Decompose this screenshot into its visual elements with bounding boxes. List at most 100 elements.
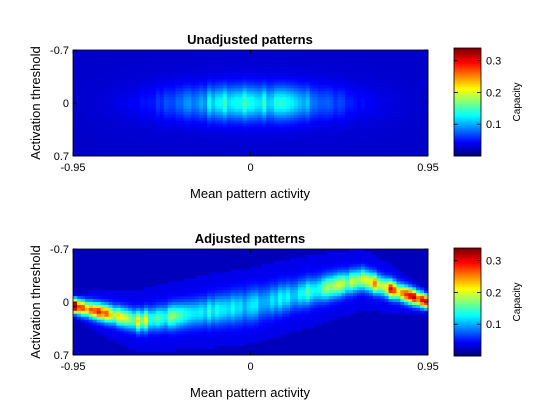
- heatmap-cell: [159, 52, 165, 57]
- heatmap-cell: [301, 50, 307, 54]
- heatmap-cell: [353, 85, 358, 89]
- heatmap-cell: [211, 337, 216, 341]
- heatmap-cell: [132, 55, 137, 60]
- heatmap-cell: [230, 299, 236, 303]
- heatmap-cell: [151, 343, 157, 347]
- heatmap-cell: [92, 349, 98, 353]
- heatmap-cell: [309, 114, 315, 119]
- heatmap-cell: [84, 114, 90, 119]
- heatmap-cell: [262, 82, 267, 86]
- heatmap-cell: [349, 64, 354, 69]
- heatmap-cell: [175, 290, 180, 294]
- heatmap-cell: [140, 322, 145, 326]
- heatmap-cell: [104, 307, 109, 312]
- colorbar-segment: [454, 75, 481, 78]
- heatmap-cell: [159, 281, 165, 285]
- heatmap-cell: [159, 322, 165, 326]
- heatmap-cell: [211, 302, 216, 306]
- heatmap-cell: [76, 85, 82, 89]
- heatmap-cell: [108, 269, 113, 273]
- heatmap-cell: [96, 108, 102, 113]
- heatmap-cell: [116, 117, 121, 122]
- heatmap-cell: [222, 88, 228, 92]
- heatmap-cell: [104, 79, 109, 83]
- heatmap-cell: [372, 100, 378, 104]
- heatmap-cell: [187, 284, 192, 288]
- heatmap-cell: [341, 50, 346, 54]
- heatmap-cell: [325, 132, 330, 136]
- heatmap-cell: [104, 352, 109, 356]
- heatmap-cell: [195, 337, 200, 341]
- heatmap-cell: [242, 85, 247, 89]
- heatmap-cell: [100, 50, 105, 54]
- heatmap-cell: [100, 153, 105, 157]
- heatmap-cell: [159, 310, 165, 315]
- heatmap-cell: [278, 91, 283, 95]
- heatmap-cell: [325, 58, 330, 63]
- heatmap-cell: [286, 153, 291, 157]
- heatmap-cell: [167, 144, 173, 148]
- heatmap-cell: [207, 103, 212, 107]
- heatmap-cell: [380, 52, 386, 57]
- heatmap-cell: [420, 114, 425, 119]
- heatmap-cell: [388, 103, 393, 107]
- heatmap-cell: [195, 293, 200, 297]
- heatmap-cell: [404, 150, 409, 154]
- heatmap-cell: [270, 52, 275, 57]
- heatmap-cell: [191, 328, 196, 332]
- heatmap-cell: [360, 91, 366, 95]
- heatmap-cell: [112, 325, 117, 329]
- heatmap-cell: [128, 325, 133, 329]
- heatmap-cell: [207, 76, 212, 80]
- heatmap-cell: [124, 105, 129, 110]
- heatmap-cell: [171, 287, 176, 291]
- heatmap-cell: [120, 328, 125, 332]
- heatmap-cell: [226, 108, 232, 113]
- heatmap-cell: [155, 278, 161, 282]
- heatmap-cell: [404, 141, 409, 145]
- heatmap-cell: [325, 100, 330, 104]
- heatmap-cell: [207, 322, 212, 326]
- heatmap-cell: [199, 147, 204, 151]
- heatmap-cell: [211, 114, 216, 119]
- heatmap-cell: [112, 97, 117, 101]
- heatmap-cell: [242, 126, 247, 130]
- heatmap-cell: [278, 61, 283, 66]
- heatmap-cell: [147, 281, 153, 285]
- heatmap-cell: [171, 290, 176, 294]
- heatmap-cell: [147, 299, 153, 303]
- heatmap-cell: [136, 269, 141, 273]
- heatmap-cell: [120, 257, 125, 262]
- heatmap-cell: [211, 251, 216, 256]
- heatmap-cell: [144, 278, 149, 282]
- heatmap-cell: [238, 340, 244, 344]
- heatmap-cell: [246, 260, 251, 265]
- heatmap-cell: [167, 111, 173, 116]
- colorbar-segment: [454, 86, 481, 89]
- heatmap-cell: [140, 331, 145, 335]
- heatmap-cell: [136, 114, 141, 119]
- heatmap-cell: [88, 76, 94, 80]
- heatmap-cell: [234, 316, 240, 321]
- heatmap-cell: [384, 94, 389, 98]
- heatmap-cell: [234, 138, 240, 142]
- heatmap-cell: [293, 61, 299, 66]
- heatmap-cell: [372, 153, 378, 157]
- heatmap-cell: [226, 310, 232, 315]
- heatmap-cell: [96, 266, 102, 271]
- heatmap-cell: [333, 91, 338, 95]
- heatmap-cell: [159, 153, 165, 157]
- heatmap-cell: [353, 67, 358, 72]
- heatmap-cell: [262, 114, 267, 119]
- heatmap-cell: [349, 58, 354, 63]
- heatmap-cell: [159, 50, 165, 54]
- heatmap-cell: [234, 153, 240, 157]
- heatmap-cell: [297, 147, 303, 151]
- heatmap-cell: [116, 126, 121, 130]
- heatmap-cell: [329, 50, 334, 54]
- heatmap-cell: [226, 73, 232, 77]
- heatmap-cell: [179, 73, 184, 77]
- heatmap-cell: [163, 79, 169, 83]
- colorbar-segment: [454, 85, 481, 88]
- heatmap-cell: [211, 85, 216, 89]
